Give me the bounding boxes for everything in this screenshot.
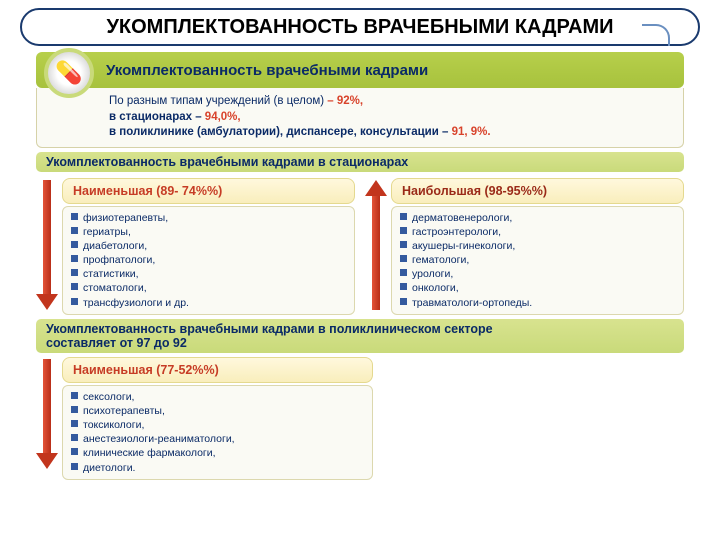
- list-item: гематологи,: [400, 253, 675, 267]
- list-item: психотерапевты,: [71, 404, 364, 418]
- sub2-a: Укомплектованность врачебными кадрами в …: [46, 322, 493, 336]
- card-bottom: Наименьшая (77-52%%): [62, 357, 373, 383]
- band-main-text: Укомплектованность врачебными кадрами: [106, 62, 428, 79]
- p-l3b: 91, 9%.: [452, 126, 491, 138]
- summary-paragraph: По разным типам учреждений (в целом) – 9…: [36, 88, 684, 148]
- list-item: урологи,: [400, 267, 675, 281]
- list-item: онкологи,: [400, 281, 675, 295]
- p-l1b: – 92%,: [327, 95, 363, 107]
- col-bottom: Наименьшая (77-52%%) сексологи,психотера…: [36, 357, 373, 480]
- list-item: диабетологи,: [71, 239, 346, 253]
- card-lowest-title: Наименьшая (89- 74%%): [73, 184, 222, 198]
- list-item: статистики,: [71, 267, 346, 281]
- title-frame: УКОМПЛЕКТОВАННОСТЬ ВРАЧЕБНЫМИ КАДРАМИ: [20, 8, 700, 46]
- col-highest: Наибольшая (98-95%%) дерматовенерологи,г…: [365, 178, 684, 315]
- list-lowest: физиотерапевты,гериатры,диабетологи,проф…: [62, 206, 355, 315]
- p-l1a: По разным типам учреждений (в целом): [109, 95, 327, 107]
- p-l2a: в стационарах –: [109, 111, 205, 123]
- list-bottom: сексологи,психотерапевты,токсикологи,ане…: [62, 385, 373, 480]
- two-columns: Наименьшая (89- 74%%) физиотерапевты,гер…: [36, 178, 684, 315]
- list-item: диетологи.: [71, 461, 364, 475]
- card-highest-title: Наибольшая (98-95%%): [402, 184, 547, 198]
- list-highest: дерматовенерологи,гастроэнтерологи,акуше…: [391, 206, 684, 315]
- page-title: УКОМПЛЕКТОВАННОСТЬ ВРАЧЕБНЫМИ КАДРАМИ: [42, 16, 678, 38]
- card-highest: Наибольшая (98-95%%): [391, 178, 684, 204]
- list-item: акушеры-гинекологи,: [400, 239, 675, 253]
- card-lowest: Наименьшая (89- 74%%): [62, 178, 355, 204]
- list-item: анестезиологи-реаниматологи,: [71, 432, 364, 446]
- list-item: трансфузиологи и др.: [71, 296, 346, 310]
- list-item: клинические фармакологи,: [71, 446, 364, 460]
- card-bottom-title: Наименьшая (77-52%%): [73, 363, 219, 377]
- p-l2b: 94,0%,: [205, 111, 241, 123]
- sub-band-hospitals: Укомплектованность врачебными кадрами в …: [36, 152, 684, 172]
- col-lowest: Наименьшая (89- 74%%) физиотерапевты,гер…: [36, 178, 355, 315]
- list-item: травматологи-ортопеды.: [400, 296, 675, 310]
- bottom-row: Наименьшая (77-52%%) сексологи,психотера…: [36, 357, 684, 480]
- arrow-up-icon: [365, 180, 387, 310]
- sub-band-polyclinic: Укомплектованность врачебными кадрами в …: [36, 319, 684, 353]
- list-item: физиотерапевты,: [71, 211, 346, 225]
- arrow-down-icon: [36, 180, 58, 310]
- p-l3a: в поликлинике (амбулатории), диспансере,…: [109, 126, 452, 138]
- list-item: гериатры,: [71, 225, 346, 239]
- section-band-main: 💊 Укомплектованность врачебными кадрами: [36, 52, 684, 88]
- list-item: токсикологи,: [71, 418, 364, 432]
- arrow-down-icon: [36, 359, 58, 469]
- list-item: сексологи,: [71, 390, 364, 404]
- medicine-icon: 💊: [44, 48, 94, 98]
- list-item: гастроэнтерологи,: [400, 225, 675, 239]
- sub2-b: составляет от 97 до 92: [46, 336, 187, 350]
- content: 💊 Укомплектованность врачебными кадрами …: [36, 52, 684, 480]
- list-item: стоматологи,: [71, 281, 346, 295]
- list-item: профпатологи,: [71, 253, 346, 267]
- list-item: дерматовенерологи,: [400, 211, 675, 225]
